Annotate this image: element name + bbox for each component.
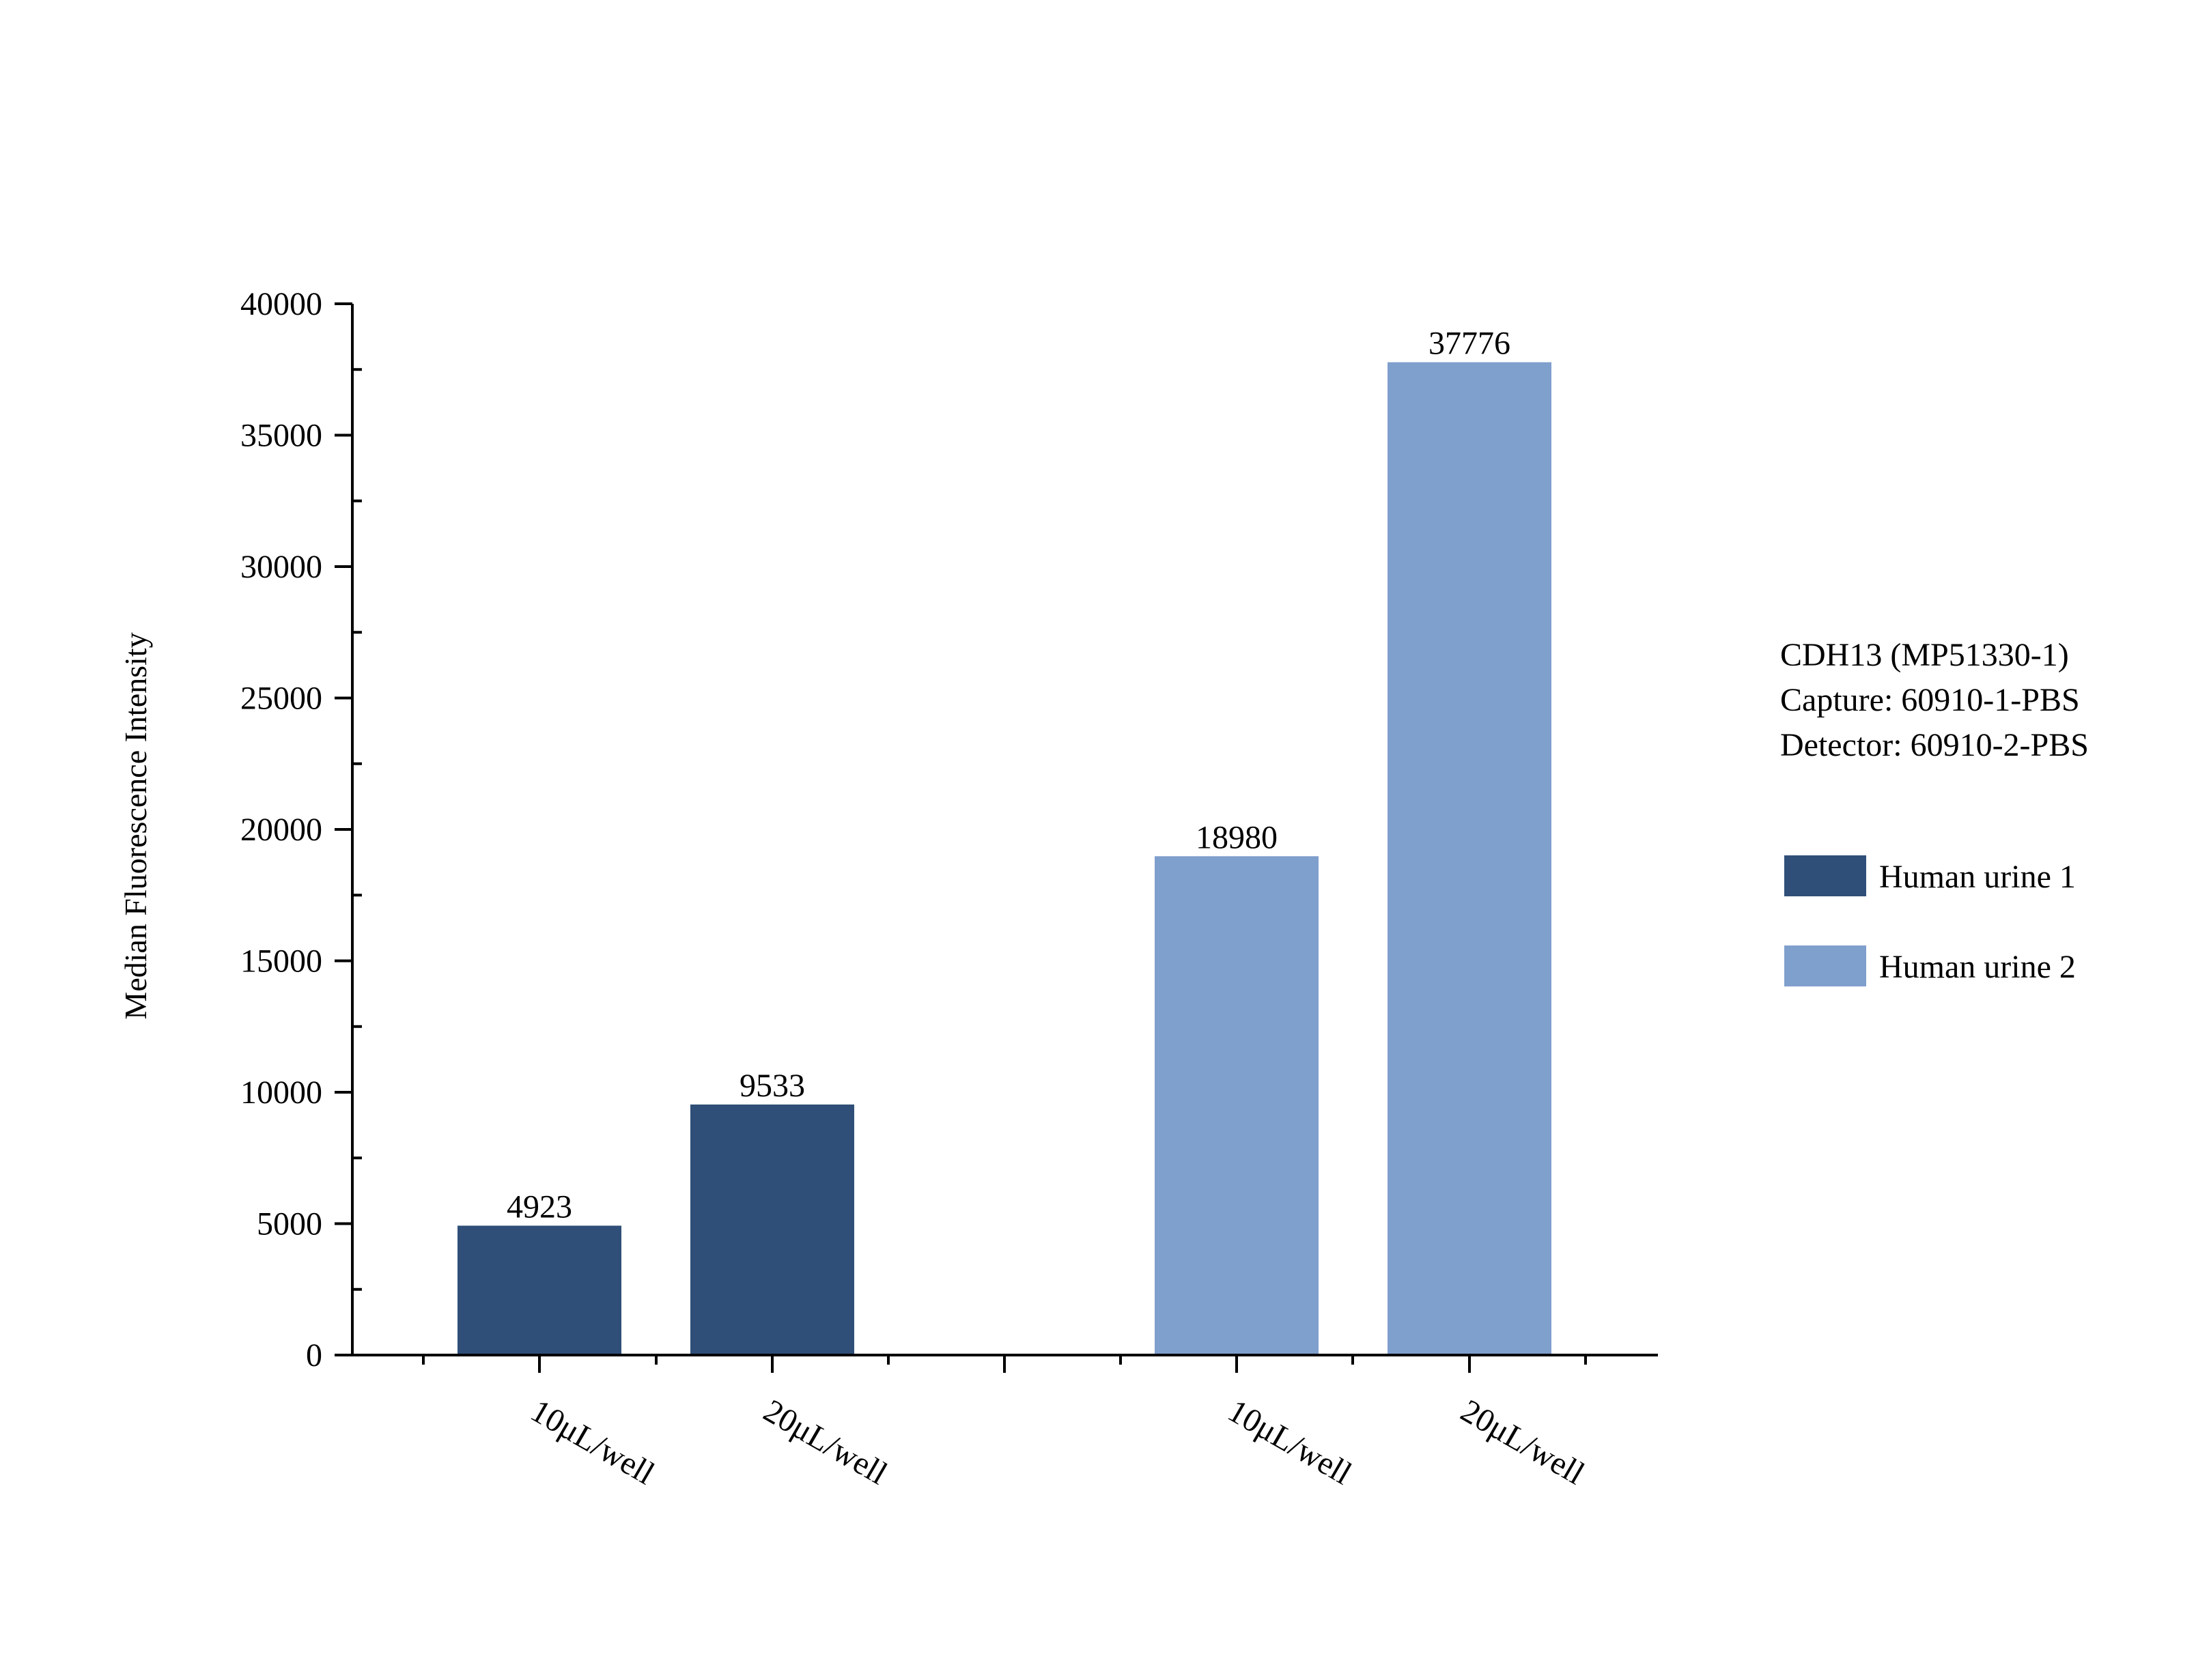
value-label-human-urine-2-10ul-well: 18980 xyxy=(1196,819,1278,855)
annotation-line-1: CDH13 (MP51330-1) xyxy=(1780,637,2069,673)
chart-annotation: CDH13 (MP51330-1) Capture: 60910-1-PBS D… xyxy=(1780,637,2089,763)
bar-human-urine-1-10ul-well xyxy=(458,1225,621,1355)
bar-human-urine-2-10ul-well xyxy=(1155,856,1319,1355)
y-tick-label-20000: 20000 xyxy=(240,812,322,848)
legend: Human urine 1 Human urine 2 xyxy=(1784,855,2076,986)
y-axis-title: Median Fluorescence Intensity xyxy=(118,632,153,1019)
annotation-line-2: Capture: 60910-1-PBS xyxy=(1780,682,2080,718)
legend-label-human-urine-1: Human urine 1 xyxy=(1879,859,2076,895)
annotation-line-3: Detector: 60910-2-PBS xyxy=(1780,727,2089,763)
y-tick-label-10000: 10000 xyxy=(240,1074,322,1111)
legend-label-human-urine-2: Human urine 2 xyxy=(1879,949,2076,985)
x-tick-label-human-urine-2-20ul-well: 20μL/well xyxy=(1454,1393,1590,1492)
value-label-human-urine-2-20ul-well: 37776 xyxy=(1428,326,1510,362)
y-tick-label-15000: 15000 xyxy=(240,943,322,980)
y-tick-label-5000: 5000 xyxy=(257,1206,322,1242)
bar-human-urine-2-20ul-well xyxy=(1388,362,1551,1355)
value-label-human-urine-1-20ul-well: 9533 xyxy=(740,1068,805,1104)
bar-human-urine-1-20ul-well xyxy=(690,1104,854,1355)
legend-swatch-human-urine-1 xyxy=(1784,855,1866,896)
y-tick-label-0: 0 xyxy=(306,1337,322,1373)
y-tick-label-30000: 30000 xyxy=(240,549,322,585)
x-tick-label-human-urine-1-20ul-well: 20μL/well xyxy=(757,1393,893,1492)
value-label-human-urine-1-10ul-well: 4923 xyxy=(507,1188,572,1225)
y-tick-label-35000: 35000 xyxy=(240,418,322,454)
plot-area: 4923 10μL/well 9533 20μL/well 18980 10μL/well… xyxy=(240,286,1658,1492)
x-tick-label-human-urine-1-10ul-well: 10μL/well xyxy=(524,1393,660,1492)
legend-swatch-human-urine-2 xyxy=(1784,945,1866,986)
y-tick-label-40000: 40000 xyxy=(240,286,322,322)
x-tick-label-human-urine-2-10ul-well: 10μL/well xyxy=(1222,1393,1357,1492)
y-tick-label-25000: 25000 xyxy=(240,681,322,717)
